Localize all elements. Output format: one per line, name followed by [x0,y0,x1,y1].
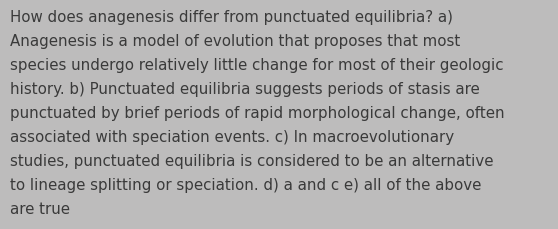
Text: How does anagenesis differ from punctuated equilibria? a): How does anagenesis differ from punctuat… [10,10,453,25]
Text: associated with speciation events. c) In macroevolutionary: associated with speciation events. c) In… [10,129,454,144]
Text: species undergo relatively little change for most of their geologic: species undergo relatively little change… [10,58,503,73]
Text: history. b) Punctuated equilibria suggests periods of stasis are: history. b) Punctuated equilibria sugges… [10,82,480,97]
Text: punctuated by brief periods of rapid morphological change, often: punctuated by brief periods of rapid mor… [10,106,504,120]
Text: are true: are true [10,201,70,216]
Text: to lineage splitting or speciation. d) a and c e) all of the above: to lineage splitting or speciation. d) a… [10,177,482,192]
Text: studies, punctuated equilibria is considered to be an alternative: studies, punctuated equilibria is consid… [10,153,493,168]
Text: Anagenesis is a model of evolution that proposes that most: Anagenesis is a model of evolution that … [10,34,460,49]
